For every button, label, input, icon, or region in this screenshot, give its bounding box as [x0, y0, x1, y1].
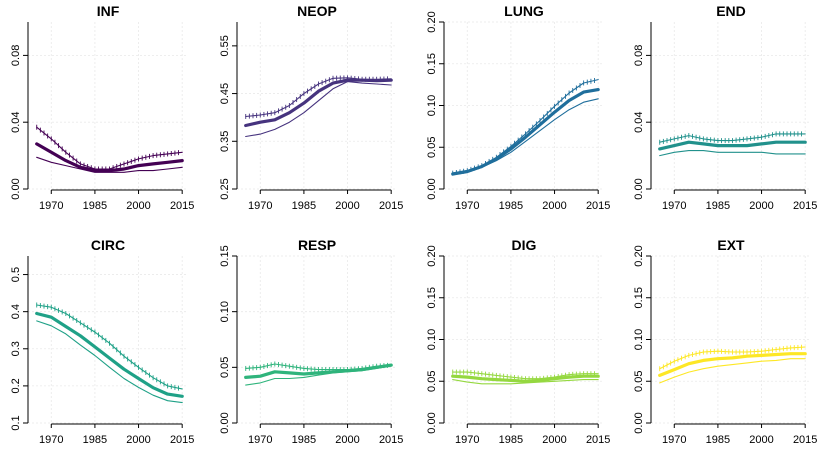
series-estimate-line [451, 374, 600, 383]
y-tick-label: 0.2 [10, 378, 22, 393]
y-tick-label: 0.08 [633, 45, 645, 66]
x-tick-label: 1970 [39, 200, 63, 212]
y-tick-label: 0.10 [633, 329, 645, 350]
series-lower-line [245, 81, 392, 138]
panel-title: EXT [717, 237, 745, 253]
x-tick-label: 2015 [170, 200, 194, 212]
y-tick-label: 0.04 [633, 111, 645, 132]
y-tick-label: 0.08 [10, 45, 22, 66]
x-tick-label: 1970 [455, 434, 479, 446]
panel-inf: INF 0.00 0.04 0.08 1970 1985 2000 2015 [10, 3, 194, 212]
series-lower-line [36, 320, 183, 404]
x-tick-label: 2000 [335, 200, 359, 212]
x-tick-label: 1985 [706, 200, 730, 212]
y-tick-label: 0.05 [426, 137, 438, 158]
series-lower-line [659, 150, 806, 157]
y-tick-label: 0.00 [426, 178, 438, 199]
y-tick-label: 0.00 [426, 412, 438, 433]
series-lower-line [452, 379, 599, 385]
series-estimate-line [658, 140, 807, 151]
x-tick-label: 2000 [542, 200, 566, 212]
x-tick-label: 1970 [662, 200, 686, 212]
y-tick-label: 0.5 [10, 267, 22, 282]
x-tick-label: 1985 [706, 434, 730, 446]
panel-title: CIRC [91, 237, 125, 253]
panel-title: RESP [298, 237, 336, 253]
y-tick-label: 0.05 [633, 371, 645, 392]
panel-circ: CIRC 0.1 0.2 0.3 0.4 0.5 1970 1985 2000 2015 [10, 237, 194, 446]
x-tick-label: 2015 [379, 434, 403, 446]
series-estimate-line [35, 142, 184, 173]
y-tick-label: 0.20 [633, 245, 645, 266]
x-tick-label: 1985 [83, 434, 107, 446]
x-tick-label: 1970 [39, 434, 63, 446]
series-lower-line [36, 156, 183, 173]
y-tick-label: 0.45 [219, 83, 231, 104]
panel-title: END [716, 3, 746, 19]
x-tick-label: 2000 [749, 200, 773, 212]
x-tick-label: 1985 [83, 200, 107, 212]
y-tick-label: 0.04 [10, 111, 22, 132]
y-tick-label: 0.20 [426, 245, 438, 266]
y-tick-label: 0.20 [426, 11, 438, 32]
y-tick-label: 0.15 [426, 53, 438, 74]
panel-neop: NEOP 0.25 0.35 0.45 0.55 1970 1985 2000 2015 [219, 3, 403, 212]
y-tick-label: 0.00 [633, 178, 645, 199]
series-estimate-line [244, 363, 393, 379]
x-tick-label: 2015 [379, 200, 403, 212]
y-tick-label: 0.35 [219, 131, 231, 152]
series-estimate-line [244, 78, 393, 128]
x-tick-label: 2015 [586, 200, 610, 212]
y-tick-label: 0.00 [633, 412, 645, 433]
y-tick-label: 0.10 [426, 95, 438, 116]
x-tick-label: 1985 [499, 434, 523, 446]
x-tick-label: 2015 [586, 434, 610, 446]
panel-title: NEOP [297, 3, 337, 19]
y-tick-label: 0.15 [219, 245, 231, 266]
series-lower-line [659, 358, 806, 384]
panel-resp: RESP 0.00 0.05 0.10 0.15 1970 1985 2000 2015 [219, 237, 403, 446]
series-estimate-line [35, 311, 184, 398]
y-tick-label: 0.00 [10, 178, 22, 199]
x-tick-label: 2015 [170, 434, 194, 446]
series-upper-line [36, 304, 183, 390]
series-estimate-line [658, 352, 807, 377]
x-tick-label: 1970 [248, 200, 272, 212]
series-estimate-line [451, 87, 600, 176]
y-tick-label: 0.4 [10, 304, 22, 319]
x-tick-label: 2000 [335, 434, 359, 446]
y-tick-label: 0.15 [633, 287, 645, 308]
x-tick-label: 1970 [248, 434, 272, 446]
x-tick-label: 2000 [542, 434, 566, 446]
x-tick-label: 1970 [662, 434, 686, 446]
x-tick-label: 1985 [292, 200, 316, 212]
y-tick-label: 0.00 [219, 412, 231, 433]
y-tick-label: 0.25 [219, 178, 231, 199]
panel-end: END 0.00 0.04 0.08 1970 1985 2000 2015 [633, 3, 817, 212]
panel-lung: LUNG 0.00 0.05 0.10 0.15 0.20 1970 1985 2000 2015 [426, 3, 610, 212]
y-tick-label: 0.10 [219, 301, 231, 322]
y-tick-label: 0.15 [426, 287, 438, 308]
x-tick-label: 2015 [793, 434, 817, 446]
panel-title: DIG [512, 237, 537, 253]
y-tick-label: 0.05 [426, 371, 438, 392]
x-tick-label: 1970 [455, 200, 479, 212]
x-tick-label: 1985 [292, 434, 316, 446]
x-tick-label: 2000 [126, 434, 150, 446]
x-tick-label: 1985 [499, 200, 523, 212]
y-tick-label: 0.05 [219, 357, 231, 378]
panel-title: INF [97, 3, 120, 19]
y-tick-label: 0.55 [219, 35, 231, 56]
x-tick-label: 2000 [126, 200, 150, 212]
panel-ext: EXT 0.00 0.05 0.10 0.15 0.20 1970 1985 2000 2015 [633, 237, 817, 446]
panel-dig: DIG 0.00 0.05 0.10 0.15 0.20 1970 1985 2000 2015 [426, 237, 610, 446]
x-tick-label: 2015 [793, 200, 817, 212]
series-upper-line [452, 79, 599, 174]
y-tick-label: 0.1 [10, 415, 22, 430]
x-tick-label: 2000 [749, 434, 773, 446]
y-tick-label: 0.3 [10, 341, 22, 356]
panel-title: LUNG [504, 3, 544, 19]
y-tick-label: 0.10 [426, 329, 438, 350]
